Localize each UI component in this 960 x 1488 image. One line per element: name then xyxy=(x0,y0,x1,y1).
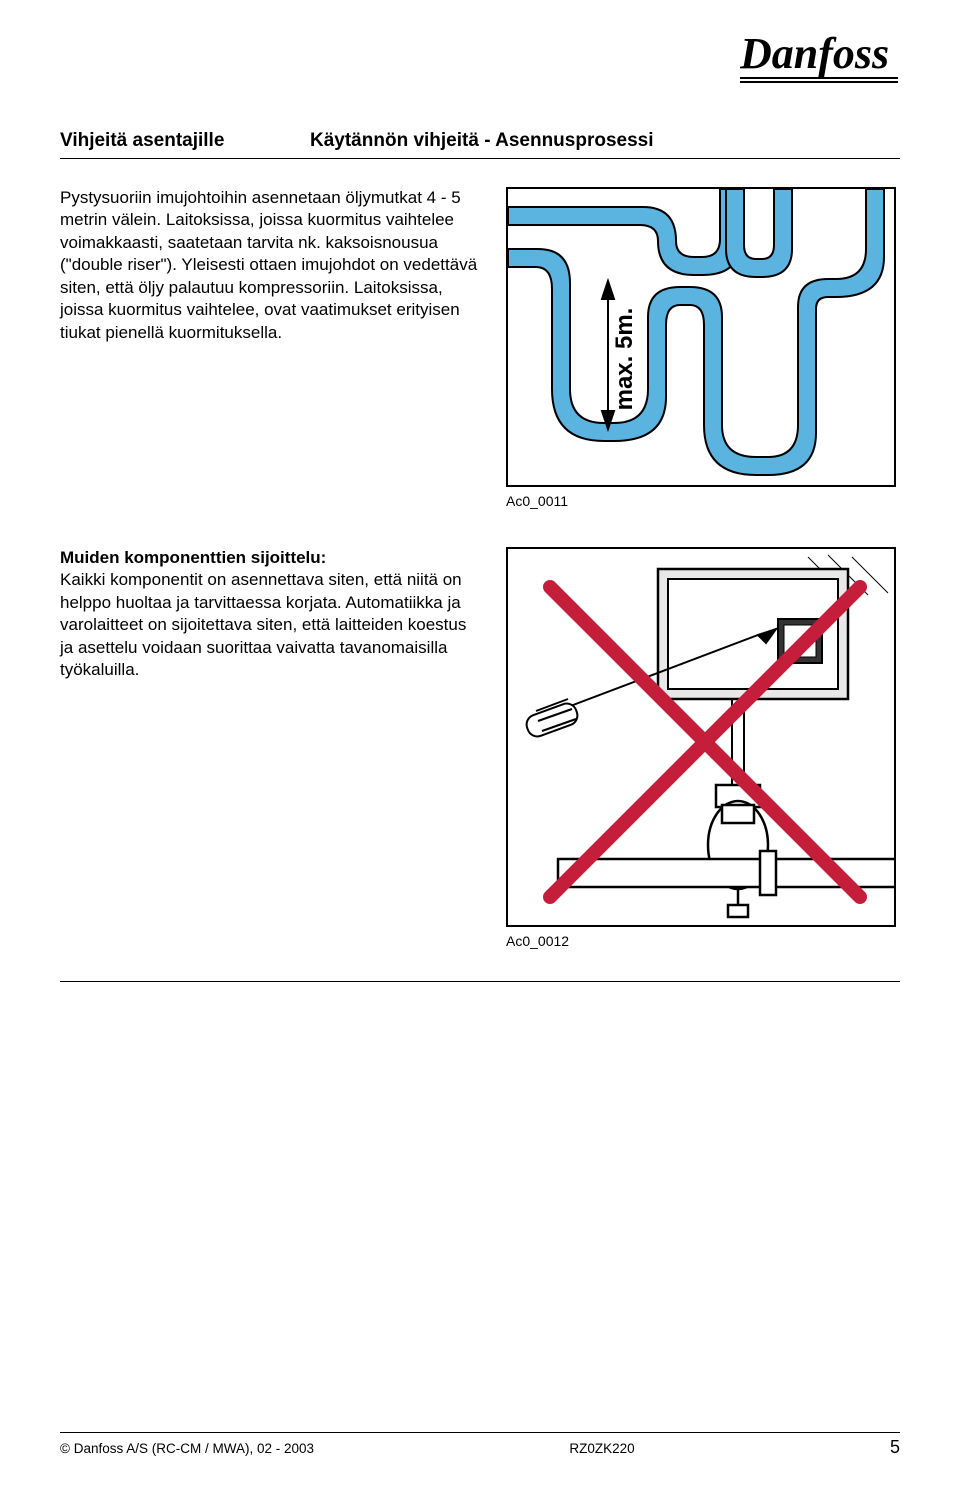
section-2: Muiden komponenttien sijoittelu: Kaikki … xyxy=(60,547,900,949)
footer-docid: RZ0ZK220 xyxy=(569,1441,634,1456)
section-2-text: Muiden komponenttien sijoittelu: Kaikki … xyxy=(60,547,480,949)
figure-2-column: Ac0_0012 xyxy=(506,547,900,949)
figure-2-caption: Ac0_0012 xyxy=(506,933,900,949)
section-1-paragraph: Pystysuoriin imujohtoihin asennetaan ölj… xyxy=(60,187,480,344)
figure-1: max. 5m. xyxy=(506,187,896,487)
figure-2 xyxy=(506,547,896,927)
footer-page-number: 5 xyxy=(890,1437,900,1458)
figure-1-column: max. 5m. Ac0_0011 xyxy=(506,187,900,509)
figure-1-caption: Ac0_0011 xyxy=(506,493,900,509)
section-1-text: Pystysuoriin imujohtoihin asennetaan ölj… xyxy=(60,187,480,509)
section-2-heading: Muiden komponenttien sijoittelu: xyxy=(60,548,326,567)
brand-logo: Danfoss xyxy=(740,28,900,89)
top-rule xyxy=(60,158,900,159)
footer-copyright: © Danfoss A/S (RC-CM / MWA), 02 - 2003 xyxy=(60,1441,314,1456)
header-category: Vihjeitä asentajille xyxy=(60,130,310,152)
bottom-rule xyxy=(60,981,900,982)
footer-rule xyxy=(60,1432,900,1433)
page-header: Vihjeitä asentajille Käytännön vihjeitä … xyxy=(60,130,900,152)
figure-1-label: max. 5m. xyxy=(611,308,638,411)
page-footer: © Danfoss A/S (RC-CM / MWA), 02 - 2003 R… xyxy=(60,1432,900,1458)
svg-text:Danfoss: Danfoss xyxy=(740,29,889,78)
header-title: Käytännön vihjeitä - Asennusprosessi xyxy=(310,130,900,152)
section-1: Pystysuoriin imujohtoihin asennetaan ölj… xyxy=(60,187,900,509)
section-2-paragraph: Kaikki komponentit on asennettava siten,… xyxy=(60,570,466,679)
